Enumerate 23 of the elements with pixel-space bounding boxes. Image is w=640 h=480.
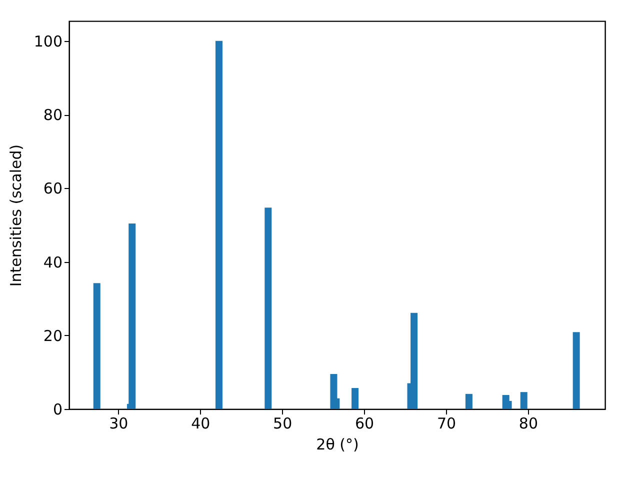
- bar: [93, 283, 100, 409]
- bar: [352, 388, 359, 409]
- x-tick-label: 60: [355, 414, 374, 432]
- bar: [410, 312, 418, 409]
- y-tick-label: 60: [43, 180, 62, 198]
- bar: [264, 208, 272, 409]
- x-axis-title: 2θ (°): [316, 436, 359, 454]
- y-tick-label: 0: [52, 400, 62, 418]
- bar: [215, 40, 222, 409]
- y-tick-label: 20: [43, 326, 62, 345]
- y-tick-label: 100: [34, 32, 62, 50]
- x-tick-label: 70: [436, 414, 456, 432]
- x-tick-label: 50: [273, 414, 292, 432]
- y-axis-title: Intensities (scaled): [6, 144, 25, 287]
- bar: [520, 392, 528, 409]
- y-tick-label: 80: [43, 106, 62, 124]
- bar: [128, 223, 136, 409]
- x-tick-label: 80: [518, 414, 538, 432]
- bar: [572, 332, 580, 409]
- bar: [465, 394, 472, 409]
- y-tick-label: 40: [43, 253, 62, 272]
- x-tick-label: 30: [109, 414, 128, 432]
- x-tick-label: 40: [191, 414, 210, 432]
